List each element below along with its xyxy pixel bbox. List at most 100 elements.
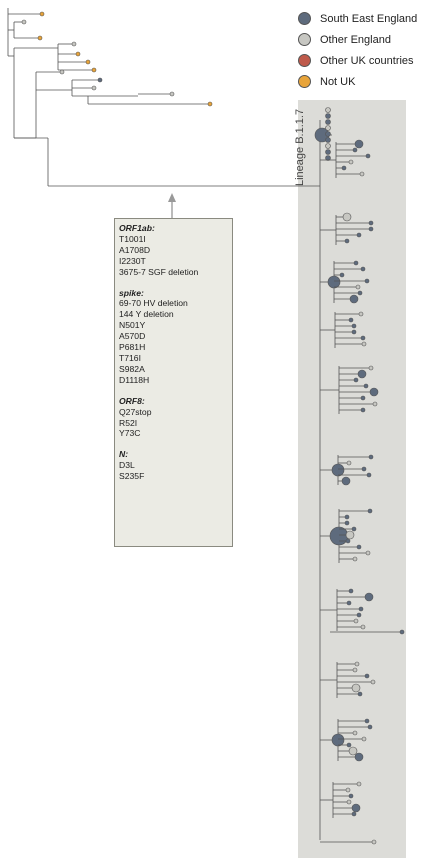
mutation: 69-70 HV deletion [119,298,188,309]
tip-node [355,284,361,290]
tip-node [364,592,374,602]
mutation-group-orf8: ORF8: Q27stop R52I Y73C [119,396,232,440]
legend-swatch [298,12,311,25]
tip-node [325,119,331,125]
tip-node [325,113,331,119]
tip-node [339,272,345,278]
legend-label: Other England [320,33,391,46]
mutation-group-n: N: D3L S235F [119,449,232,482]
tip-node [329,526,349,546]
tip-node [351,323,357,329]
mutation-callout-arrow [168,193,176,218]
tip-node [59,69,65,75]
mutation: Q27stop [119,406,152,417]
mutation-box: ORF1ab: T1001I A1708D I2230T 3675-7 SGF … [114,218,233,547]
mutation: R52I [119,417,138,428]
tip-node [91,85,97,91]
tip-node [361,341,367,347]
tip-node [349,294,359,304]
tip-node [331,733,345,747]
tip-node [357,691,363,697]
tip-node [39,11,45,17]
tip-node [345,538,351,544]
tip-node [345,787,351,793]
legend-item-other-england: Other England [298,29,426,50]
tip-node [368,454,374,460]
legend-swatch [298,54,311,67]
mutation: T716I [119,352,141,363]
tip-node [368,220,374,226]
tip-node [354,139,364,149]
legend: South East England Other England Other U… [298,8,426,92]
legend-label: Not UK [320,75,356,88]
tip-node [346,460,352,466]
mutation-group-spike: spike: 69-70 HV deletion 144 Y deletion … [119,288,232,386]
tip-node [367,508,373,514]
tip-node [325,137,331,143]
tip-node [354,661,360,667]
mutation: P681H [119,342,146,353]
lineage-b117-subtree [314,107,405,845]
tip-node [351,329,357,335]
tip-node [21,19,27,25]
tip-node [368,365,374,371]
tip-node [356,232,362,238]
mutation: I2230T [119,255,146,266]
tip-node [341,476,351,486]
tip-node [369,387,379,397]
tip-node [372,401,378,407]
tip-node [331,463,345,477]
tip-node [360,407,366,413]
tip-node [342,212,352,222]
lineage-shaded-region [298,100,406,858]
tip-node [351,803,361,813]
mutation: A1708D [119,244,151,255]
tip-node [346,742,352,748]
tip-node [366,472,372,478]
mutation: 3675-7 SGF deletion [119,266,199,277]
tip-node [348,317,354,323]
tip-node [325,125,331,131]
tip-node [356,612,362,618]
tip-node [325,131,331,137]
mutation: T1001I [119,233,146,244]
legend-item-not-uk: Not UK [298,71,426,92]
tip-node [325,143,331,149]
tip-node [325,107,331,113]
tip-node [344,520,350,526]
tip-node [356,544,362,550]
legend-item-south-east-england: South East England [298,8,426,29]
legend-swatch [298,33,311,46]
gene-name: ORF1ab: [119,223,155,233]
gene-name: ORF8: [119,395,145,406]
tip-node [360,624,366,630]
tip-node [357,369,367,379]
tip-node [399,629,405,635]
tip-node [346,799,352,805]
tip-node [348,159,354,165]
tip-node [348,746,358,756]
tip-node [357,290,363,296]
mutation: D3L [119,460,135,471]
mutation: N501Y [119,320,146,331]
tip-node [360,335,366,341]
tip-node [344,238,350,244]
tip-node [359,171,365,177]
tip-node [325,155,331,161]
tip-node [364,718,370,724]
tip-node [364,278,370,284]
mutation: 144 Y deletion [119,309,174,320]
tip-node [370,679,376,685]
legend-label: South East England [320,12,418,25]
tip-node [346,600,352,606]
tip-node [169,91,175,97]
mutation-group-orf1ab: ORF1ab: T1001I A1708D I2230T 3675-7 SGF … [119,223,232,278]
tip-node [351,811,357,817]
tip-node [367,724,373,730]
tip-node [91,67,97,73]
legend-label: Other UK countries [320,54,414,67]
mutation: A570D [119,331,146,342]
tip-node [71,41,77,47]
tip-node [341,165,347,171]
